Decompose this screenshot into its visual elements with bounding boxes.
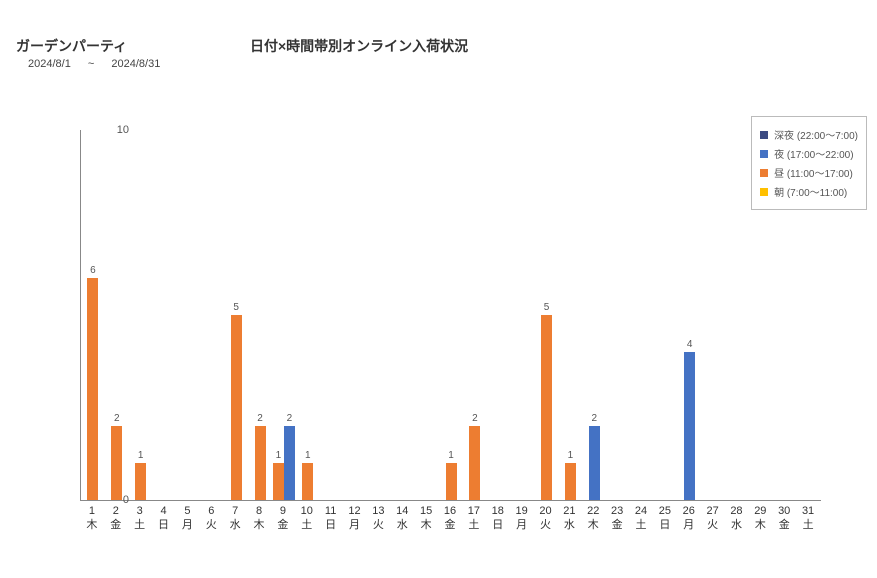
x-tick-label: 4日 (152, 504, 175, 532)
legend-swatch (760, 169, 768, 177)
x-tick-label: 3土 (128, 504, 151, 532)
x-tick-label: 26月 (677, 504, 700, 532)
x-tick-label: 24土 (629, 504, 652, 532)
x-tick-label: 5月 (176, 504, 199, 532)
legend-swatch (760, 150, 768, 158)
bar-value-label: 2 (257, 413, 263, 426)
chart: 62152121125124 深夜 (22:00～7:00)夜 (17:00～2… (0, 110, 877, 550)
x-tick-label: 27火 (701, 504, 724, 532)
bar-day: 2 (255, 426, 266, 500)
x-tick-label: 20火 (534, 504, 557, 532)
x-tick-label: 11日 (319, 504, 342, 532)
bar-day: 5 (541, 315, 552, 500)
chart-title: 日付×時間帯別オンライン入荷状況 (250, 36, 468, 56)
bar-value-label: 5 (544, 302, 550, 315)
x-tick-label: 8木 (248, 504, 271, 532)
x-tick-label: 19月 (510, 504, 533, 532)
legend-label: 夜 (17:00～22:00) (774, 146, 854, 161)
bar-value-label: 2 (114, 413, 120, 426)
bar-evening: 2 (589, 426, 600, 500)
bar-value-label: 1 (276, 450, 282, 463)
x-tick-label: 7水 (224, 504, 247, 532)
bar-day: 2 (111, 426, 122, 500)
bar-value-label: 2 (591, 413, 597, 426)
bar-value-label: 2 (472, 413, 478, 426)
date-to: 2024/8/31 (111, 58, 160, 70)
x-tick-label: 13火 (367, 504, 390, 532)
bar-day: 2 (469, 426, 480, 500)
legend-label: 昼 (11:00～17:00) (774, 165, 853, 180)
legend-item: 夜 (17:00～22:00) (760, 146, 858, 161)
x-tick-label: 31土 (797, 504, 820, 532)
bar-evening: 2 (284, 426, 295, 500)
x-tick-label: 14水 (391, 504, 414, 532)
bar-value-label: 1 (448, 450, 454, 463)
legend-swatch (760, 188, 768, 196)
bar-day: 1 (273, 463, 284, 500)
x-tick-label: 23金 (606, 504, 629, 532)
date-separator: ~ (88, 58, 94, 70)
legend-item: 深夜 (22:00～7:00) (760, 127, 858, 142)
x-tick-label: 29木 (749, 504, 772, 532)
bar-value-label: 2 (287, 413, 293, 426)
x-tick-label: 10土 (295, 504, 318, 532)
legend-label: 深夜 (22:00～7:00) (774, 127, 858, 142)
x-tick-label: 12月 (343, 504, 366, 532)
bar-value-label: 5 (233, 302, 239, 315)
x-tick-label: 6火 (200, 504, 223, 532)
bar-value-label: 1 (568, 450, 574, 463)
bar-day: 5 (231, 315, 242, 500)
bar-day: 6 (87, 278, 98, 500)
bar-value-label: 4 (687, 339, 693, 352)
legend-label: 朝 (7:00～11:00) (774, 184, 847, 199)
bar-value-label: 6 (90, 265, 96, 278)
legend-item: 昼 (11:00～17:00) (760, 165, 858, 180)
x-tick-label: 16金 (439, 504, 462, 532)
date-range: 2024/8/1 ~ 2024/8/31 (28, 58, 160, 70)
bar-day: 1 (446, 463, 457, 500)
legend: 深夜 (22:00～7:00) 夜 (17:00～22:00) 昼 (11:00～1… (751, 116, 867, 210)
bar-value-label: 1 (138, 450, 144, 463)
x-tick-label: 1木 (80, 504, 103, 532)
bar-day: 1 (135, 463, 146, 500)
legend-item: 朝 (7:00～11:00) (760, 184, 858, 199)
x-tick-label: 9金 (271, 504, 294, 532)
legend-swatch (760, 131, 768, 139)
x-tick-label: 30金 (773, 504, 796, 532)
x-tick-label: 18日 (486, 504, 509, 532)
bar-day: 1 (302, 463, 313, 500)
brand-label: ガーデンパーティ (16, 36, 127, 56)
bar-value-label: 1 (305, 450, 311, 463)
date-from: 2024/8/1 (28, 58, 71, 70)
x-tick-label: 28水 (725, 504, 748, 532)
bar-evening: 4 (684, 352, 695, 500)
x-tick-label: 25日 (653, 504, 676, 532)
header: ガーデンパーティ 2024/8/1 ~ 2024/8/31 日付×時間帯別オンラ… (0, 0, 877, 80)
x-tick-label: 2金 (104, 504, 127, 532)
x-tick-label: 21水 (558, 504, 581, 532)
x-tick-label: 15木 (415, 504, 438, 532)
x-tick-label: 22木 (582, 504, 605, 532)
y-tick-label: 10 (99, 124, 129, 136)
plot-area: 62152121125124 (80, 130, 821, 501)
x-tick-label: 17土 (462, 504, 485, 532)
bar-day: 1 (565, 463, 576, 500)
